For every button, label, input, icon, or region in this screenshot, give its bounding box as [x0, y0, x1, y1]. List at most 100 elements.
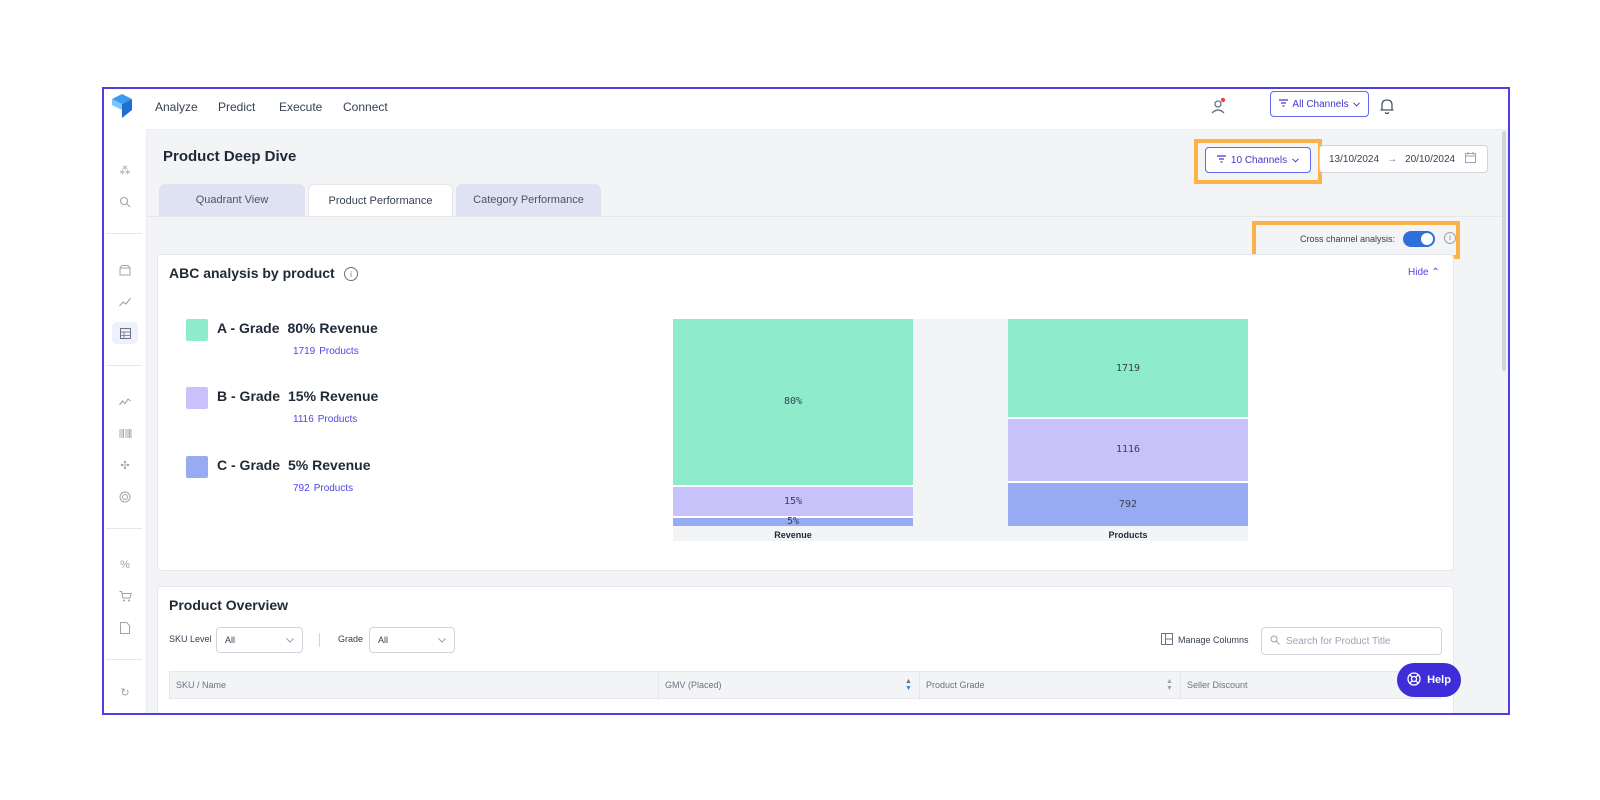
bar-segment-products-3[interactable]: 792 — [1008, 480, 1248, 526]
tab-label: Product Performance — [328, 194, 433, 207]
bar-segment-revenue-1[interactable]: 80% — [673, 319, 913, 485]
toggle-knob — [1421, 233, 1433, 245]
store-icon[interactable] — [112, 259, 138, 281]
grade-b-count[interactable]: 1116 Products — [293, 414, 357, 425]
search-icon — [1270, 635, 1280, 648]
abc-card: ABC analysis by product i Hide ⌃ A - Gra… — [157, 254, 1454, 571]
scrollbar-thumb[interactable] — [1502, 131, 1506, 371]
help-button[interactable]: Help — [1397, 663, 1461, 697]
cart-icon[interactable] — [112, 585, 138, 607]
column-gmv[interactable]: GMV (Placed) — [665, 680, 722, 690]
grade-a-title: A - Grade 80% Revenue — [217, 320, 378, 336]
manage-columns-button[interactable]: Manage Columns — [1161, 633, 1249, 647]
help-label: Help — [1427, 674, 1451, 686]
brand-logo[interactable] — [110, 93, 134, 119]
grade-count-suffix: Products — [317, 414, 358, 425]
bar-segment-products-1[interactable]: 1719 — [1008, 319, 1248, 418]
bar-value-label: 1116 — [1115, 444, 1141, 456]
nav-execute[interactable]: Execute — [279, 100, 323, 114]
grade-value: All — [378, 635, 389, 645]
search-insight-icon[interactable] — [112, 191, 138, 213]
manage-columns-label: Manage Columns — [1178, 635, 1249, 645]
info-icon[interactable]: i — [1444, 232, 1456, 244]
nav-predict[interactable]: Predict — [218, 100, 256, 114]
cross-channel-label: Cross channel analysis: — [1300, 234, 1396, 244]
search-placeholder: Search for Product Title — [1286, 635, 1391, 647]
calendar-icon — [1465, 152, 1477, 166]
grade-b-swatch — [186, 387, 208, 409]
date-to: 20/10/2024 — [1405, 153, 1456, 165]
nav-analyze[interactable]: Analyze — [155, 100, 198, 114]
bell-icon[interactable] — [1379, 97, 1395, 120]
app-window: Analyze Predict Execute Connect All Chan… — [102, 87, 1510, 715]
date-from: 13/10/2024 — [1329, 153, 1380, 165]
grade-a-swatch — [186, 319, 208, 341]
grade-count-suffix: Products — [313, 483, 354, 494]
hide-button[interactable]: Hide ⌃ — [1408, 267, 1440, 278]
tab-category-performance[interactable]: Category Performance — [456, 184, 601, 216]
grade-c-title: C - Grade 5% Revenue — [217, 457, 371, 473]
tab-divider — [146, 216, 1508, 217]
product-overview-title: Product Overview — [169, 597, 289, 613]
target-icon[interactable] — [112, 486, 138, 508]
chevron-down-icon — [1352, 99, 1360, 110]
discount-icon[interactable]: % — [120, 559, 130, 571]
table-icon[interactable] — [112, 322, 138, 344]
bar-segment-revenue-3[interactable]: 5% — [673, 515, 913, 527]
column-divider — [919, 672, 920, 700]
all-channels-button[interactable]: All Channels — [1270, 91, 1369, 117]
product-search-input[interactable]: Search for Product Title — [1261, 627, 1442, 655]
sku-level-select[interactable]: All — [216, 627, 303, 653]
grade-label: Grade — [338, 634, 364, 644]
trend-icon[interactable] — [112, 291, 138, 313]
product-overview-card: Product Overview SKU Level All Grade All… — [157, 586, 1454, 713]
grade-a-count[interactable]: 1719 Products — [293, 346, 359, 357]
date-range-picker[interactable]: 13/10/2024 → 20/10/2024 — [1319, 145, 1488, 173]
date-arrow: → — [1387, 153, 1398, 165]
sparkle-icon[interactable]: ✣ — [120, 459, 130, 472]
bar-value-label: 80% — [783, 396, 803, 408]
grade-name: C - Grade — [217, 457, 281, 473]
refresh-icon[interactable]: ↻ — [120, 686, 130, 699]
category-label-products: Products — [1108, 530, 1148, 540]
channels-filter-label: 10 Channels — [1230, 154, 1288, 166]
grade-select[interactable]: All — [369, 627, 455, 653]
chevron-down-icon — [438, 635, 446, 645]
bar-segment-revenue-2[interactable]: 15% — [673, 484, 913, 516]
sku-level-label: SKU Level — [169, 634, 212, 644]
info-icon[interactable]: i — [344, 267, 358, 281]
grade-revenue: 80% Revenue — [287, 320, 378, 336]
top-bar: Analyze Predict Execute Connect All Chan… — [104, 89, 1508, 130]
channels-filter-button[interactable]: 10 Channels — [1205, 147, 1311, 173]
column-sku-name[interactable]: SKU / Name — [176, 680, 227, 690]
barcode-icon[interactable] — [112, 422, 138, 444]
chevron-up-icon: ⌃ — [1431, 267, 1440, 278]
grade-name: A - Grade — [217, 320, 280, 336]
user-sync-icon[interactable] — [1209, 97, 1227, 120]
tab-quadrant-view[interactable]: Quadrant View — [159, 184, 305, 216]
category-label-revenue: Revenue — [774, 530, 812, 540]
tab-product-performance[interactable]: Product Performance — [308, 184, 453, 216]
grade-count-value: 1116 — [293, 414, 314, 425]
grade-revenue: 5% Revenue — [288, 457, 371, 473]
column-product-grade[interactable]: Product Grade — [926, 680, 985, 690]
filter-icon — [1279, 98, 1289, 110]
sku-level-value: All — [225, 635, 236, 645]
sort-icon[interactable]: ▲ ▼ — [1166, 678, 1173, 692]
nav-connect[interactable]: Connect — [343, 100, 388, 114]
grade-count-value: 1719 — [293, 346, 316, 357]
document-icon[interactable] — [112, 617, 138, 639]
bar-segment-products-2[interactable]: 1116 — [1008, 417, 1248, 481]
hide-label: Hide — [1408, 267, 1429, 278]
line-chart-icon[interactable] — [112, 391, 138, 413]
grade-c-swatch — [186, 456, 208, 478]
sort-icon[interactable]: ▲ ▼ — [905, 678, 912, 692]
grade-c-count[interactable]: 792 Products — [293, 483, 353, 494]
filter-divider — [319, 633, 320, 647]
column-seller-discount[interactable]: Seller Discount — [1187, 680, 1248, 690]
nodes-icon[interactable]: ⁂ — [119, 164, 131, 177]
cross-channel-toggle[interactable] — [1403, 231, 1435, 247]
grade-b-title: B - Grade 15% Revenue — [217, 388, 378, 404]
sidebar: ⁂ ✣ % ↻ — [104, 129, 147, 713]
grade-count-suffix: Products — [319, 346, 359, 357]
